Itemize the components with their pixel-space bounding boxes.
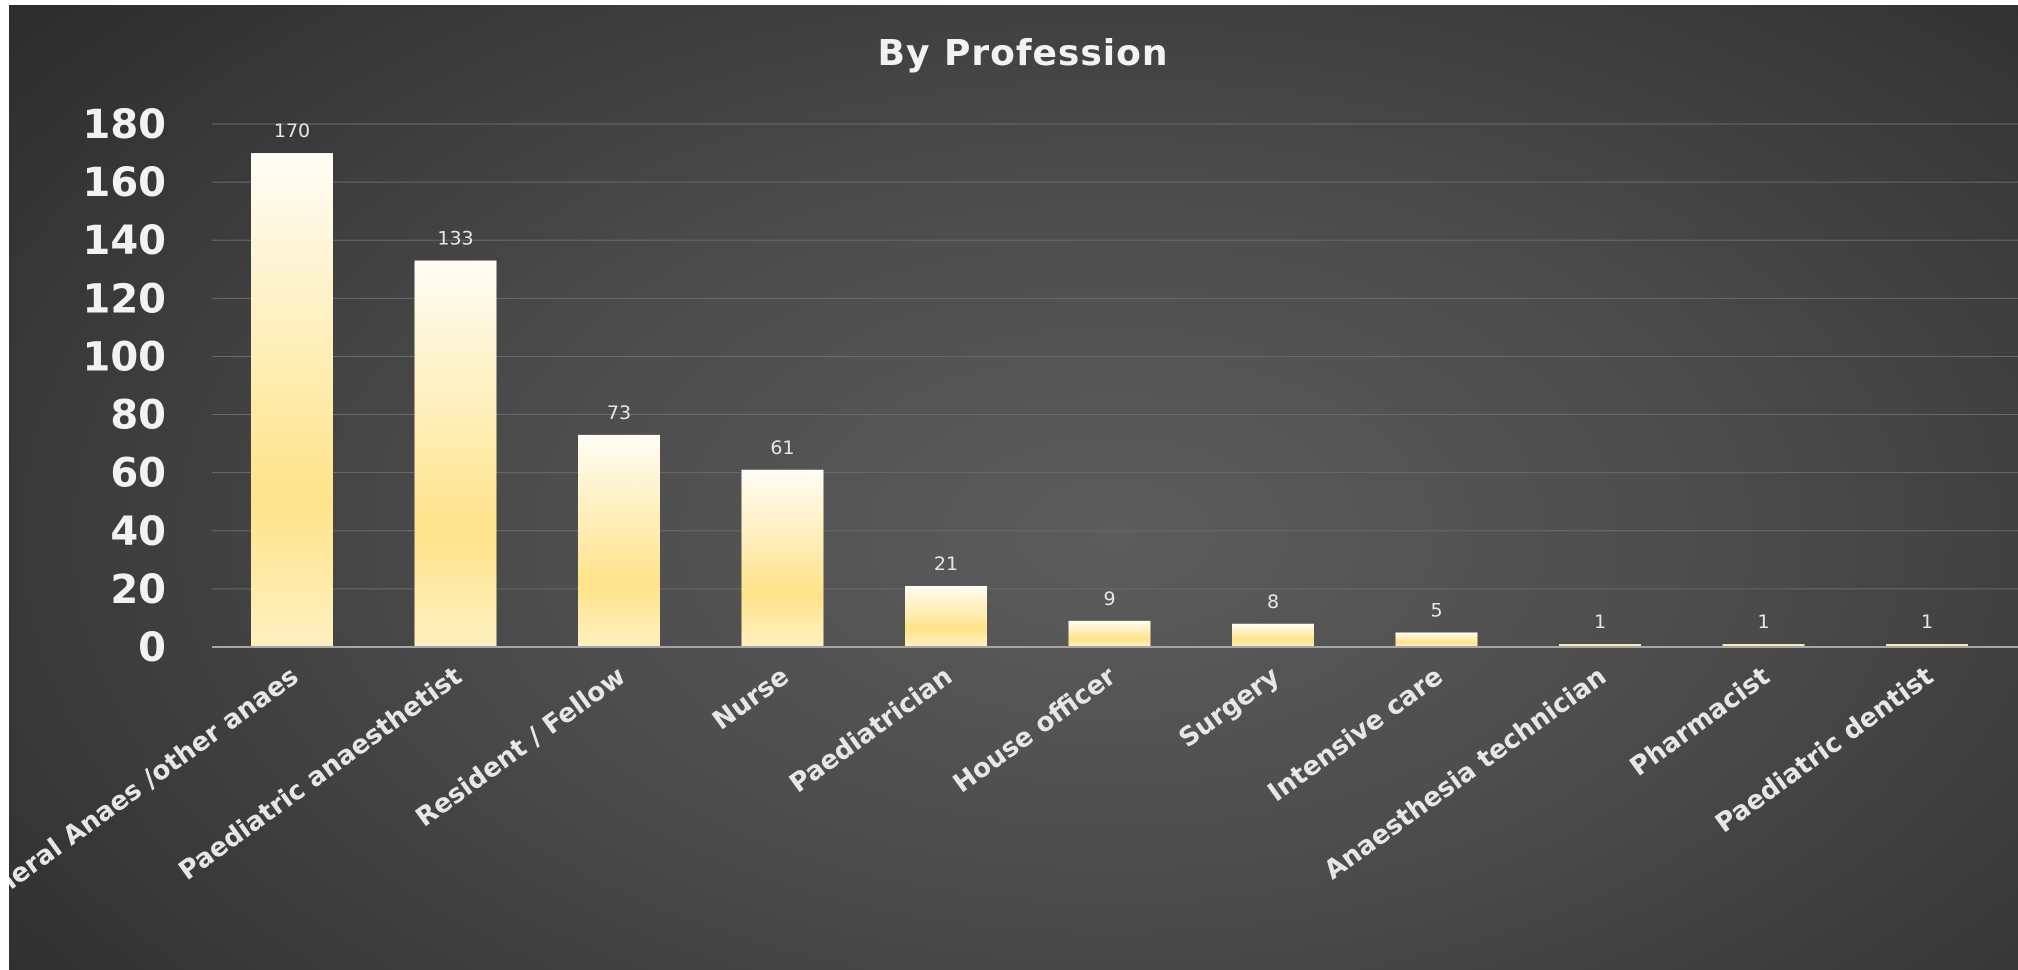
data-label: 21 [934,553,958,575]
data-label: 8 [1267,591,1279,613]
x-tick-label: General Anaes /other anaes [9,661,304,924]
x-tick-label: Surgery [1174,661,1286,754]
bar [1068,620,1151,647]
data-label: 1 [1757,611,1769,633]
bar [578,434,660,647]
chart-area: By Profession 170 133 73 61 21 9 8 5 1 1 1 0 20 40 60… [9,5,2018,970]
y-axis-ticks: 0 20 40 60 80 100 120 140 160 180 [83,102,167,671]
x-tick-label: House officer [948,661,1122,799]
data-label: 9 [1103,588,1115,610]
bars [251,153,1968,648]
y-tick-label: 0 [138,625,166,671]
y-tick-label: 60 [110,451,166,497]
bar [251,153,333,648]
x-tick-label: Pharmacist [1625,661,1776,782]
x-tick-label: Paediatric anaesthetist [173,661,467,886]
gridlines [212,123,2018,590]
y-tick-label: 40 [110,509,166,555]
chart-title: By Profession [878,33,1169,74]
bar [1886,644,1968,647]
y-tick-label: 180 [83,102,167,148]
y-tick-label: 100 [83,334,167,380]
bar [1395,632,1478,647]
y-tick-label: 120 [83,276,167,322]
y-tick-label: 80 [110,393,166,439]
data-label: 1 [1921,611,1933,633]
bar [905,585,987,647]
bar-chart: By Profession 170 133 73 61 21 9 8 5 1 1 1 0 20 40 60… [9,33,2018,924]
data-label: 61 [770,437,794,459]
x-tick-label: Nurse [707,661,794,736]
bar [1559,644,1641,647]
x-tick-label: Paediatrician [784,661,958,799]
data-label: 5 [1430,599,1442,621]
bar [414,260,497,647]
y-tick-label: 20 [110,567,166,613]
data-label: 73 [607,402,631,424]
data-labels: 170 133 73 61 21 9 8 5 1 1 1 [274,120,1933,633]
bar [741,469,824,647]
bar [1722,644,1805,647]
data-label: 133 [437,228,473,250]
x-tick-label: Anaesthesia technician [1319,661,1612,885]
bar [1232,623,1314,647]
y-tick-label: 140 [83,218,167,264]
x-tick-label: Intensive care [1263,661,1449,808]
data-label: 170 [274,120,310,142]
y-tick-label: 160 [83,160,167,206]
data-label: 1 [1594,611,1606,633]
